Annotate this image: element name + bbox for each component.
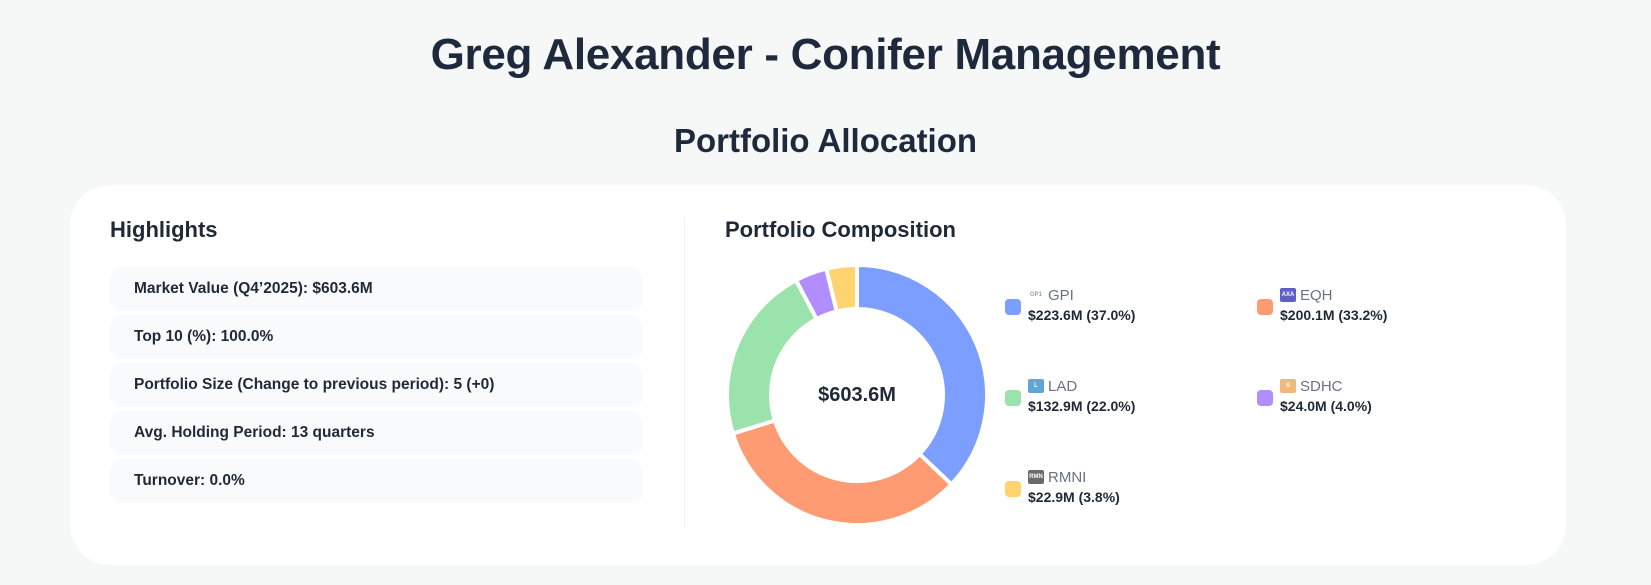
composition-panel: Portfolio Composition $603.6M GP1 GPI $2… (725, 217, 1525, 547)
highlights-title: Highlights (110, 217, 218, 242)
legend-value: $24.0M (4.0%) (1280, 398, 1372, 414)
legend-swatch (1005, 481, 1021, 497)
legend-ticker: EQH (1300, 286, 1333, 304)
highlight-turnover: Turnover: 0.0% (110, 459, 643, 503)
donut-center-total: $603.6M (818, 383, 896, 406)
lad-logo-icon: L (1028, 379, 1044, 393)
highlight-top10: Top 10 (%): 100.0% (110, 315, 643, 359)
panel-divider (684, 218, 685, 528)
legend-swatch (1005, 299, 1021, 315)
legend-swatch (1005, 390, 1021, 406)
legend-item-gpi[interactable]: GP1 GPI $223.6M (37.0%) (1005, 285, 1245, 329)
legend-item-rmni[interactable]: RMN RMNI $22.9M (3.8%) (1005, 467, 1245, 511)
highlights-list: Market Value (Q4’2025): $603.6M Top 10 (… (110, 267, 643, 503)
rmni-logo-icon: RMN (1028, 470, 1044, 484)
legend-item-eqh[interactable]: AXA EQH $200.1M (33.2%) (1257, 285, 1497, 329)
eqh-logo-icon: AXA (1280, 288, 1296, 302)
section-title: Portfolio Allocation (673, 122, 978, 159)
legend-ticker: SDHC (1300, 377, 1343, 395)
highlight-market-value: Market Value (Q4’2025): $603.6M (110, 267, 643, 311)
legend-swatch (1257, 299, 1273, 315)
legend-ticker: RMNI (1048, 468, 1087, 486)
highlights-panel: Highlights Market Value (Q4’2025): $603.… (110, 217, 643, 507)
legend-value: $200.1M (33.2%) (1280, 307, 1388, 323)
legend-value: $22.9M (3.8%) (1028, 489, 1120, 505)
legend-item-lad[interactable]: L LAD $132.9M (22.0%) (1005, 376, 1245, 420)
donut-segment-rmni[interactable] (824, 263, 859, 314)
sdhc-logo-icon: S (1280, 379, 1296, 393)
legend-value: $132.9M (22.0%) (1028, 398, 1136, 414)
page-title: Greg Alexander - Conifer Management (430, 30, 1221, 79)
legend-ticker: LAD (1048, 377, 1078, 395)
donut-chart: $603.6M (725, 263, 989, 527)
legend-value: $223.6M (37.0%) (1028, 307, 1136, 323)
highlight-portfolio-size: Portfolio Size (Change to previous perio… (110, 363, 643, 407)
donut-segment-eqh[interactable] (730, 418, 954, 527)
composition-title: Portfolio Composition (725, 217, 956, 242)
legend-item-sdhc[interactable]: S SDHC $24.0M (4.0%) (1257, 376, 1497, 420)
portfolio-card: Highlights Market Value (Q4’2025): $603.… (70, 185, 1566, 565)
donut-segment-gpi[interactable] (855, 263, 989, 487)
highlight-holding-period: Avg. Holding Period: 13 quarters (110, 411, 643, 455)
legend-swatch (1257, 390, 1273, 406)
gpi-logo-icon: GP1 (1029, 292, 1042, 298)
legend-ticker: GPI (1048, 286, 1074, 304)
donut-svg (725, 263, 989, 527)
